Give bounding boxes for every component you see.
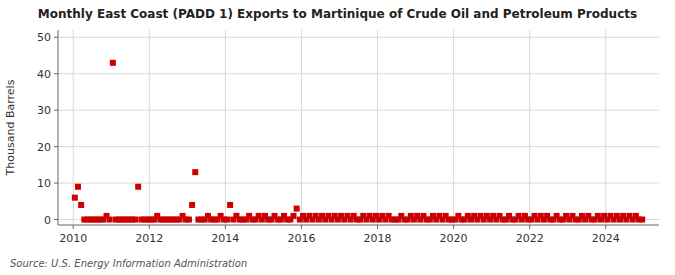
chart-container: Monthly East Coast (PADD 1) Exports to M… [0, 0, 675, 275]
source: Source: U.S. Energy Information Administ… [10, 258, 247, 269]
tick-y [54, 146, 58, 147]
axis-label-y: Thousand Barrels [4, 79, 17, 176]
grid-line-x [453, 30, 454, 225]
tick-x [73, 225, 74, 229]
tick-label-x: 2010 [59, 232, 87, 245]
grid [58, 30, 659, 225]
tick-label-y: 40 [37, 68, 51, 81]
tick-x [377, 225, 378, 229]
tick-y [54, 73, 58, 74]
tick-label-x: 2022 [516, 232, 544, 245]
tick-x [605, 225, 606, 229]
tick-label-y: 0 [44, 214, 51, 227]
points [72, 60, 645, 223]
tick-label-x: 2020 [440, 232, 468, 245]
point [72, 195, 78, 201]
point [189, 202, 195, 208]
tick-label-y: 50 [37, 31, 51, 44]
point [78, 202, 84, 208]
point [135, 184, 141, 190]
axis-line-y [58, 30, 59, 225]
point [639, 217, 645, 223]
grid-line-x [529, 30, 530, 225]
tick-label-x: 2024 [592, 232, 620, 245]
point [291, 213, 297, 219]
grid-line-x [301, 30, 302, 225]
grid-line-y [58, 146, 659, 147]
tick-label-y: 20 [37, 141, 51, 154]
point [186, 217, 192, 223]
axes: 0 10 20 30 40 50 2010 2012 2014 2016 2018 2020 2022 2… [37, 30, 659, 245]
tick-label-y: 10 [37, 177, 51, 190]
tick-label-x: 2016 [287, 232, 315, 245]
tick-label-y: 30 [37, 104, 51, 117]
point [75, 184, 81, 190]
grid-line-y [58, 183, 659, 184]
grid-line-y [58, 110, 659, 111]
point [110, 60, 116, 66]
tick-y [54, 219, 58, 220]
point [227, 202, 233, 208]
axis-line-x [58, 225, 659, 226]
tick-label-x: 2014 [211, 232, 239, 245]
grid-line-x [605, 30, 606, 225]
tick-label-x: 2012 [135, 232, 163, 245]
tick-y [54, 37, 58, 38]
tick-x [149, 225, 150, 229]
point [107, 217, 113, 223]
grid-line-y [58, 37, 659, 38]
point [192, 169, 198, 175]
chart-svg: Monthly East Coast (PADD 1) Exports to M… [0, 0, 675, 275]
tick-x [453, 225, 454, 229]
title: Monthly East Coast (PADD 1) Exports to M… [38, 7, 637, 21]
grid-line-y [58, 73, 659, 74]
tick-y [54, 110, 58, 111]
tick-x [529, 225, 530, 229]
point [132, 217, 138, 223]
point [294, 206, 300, 212]
point [224, 217, 230, 223]
tick-y [54, 183, 58, 184]
tick-label-x: 2018 [364, 232, 392, 245]
tick-x [225, 225, 226, 229]
tick-x [301, 225, 302, 229]
grid-line-x [149, 30, 150, 225]
grid-line-x [225, 30, 226, 225]
grid-line-x [377, 30, 378, 225]
